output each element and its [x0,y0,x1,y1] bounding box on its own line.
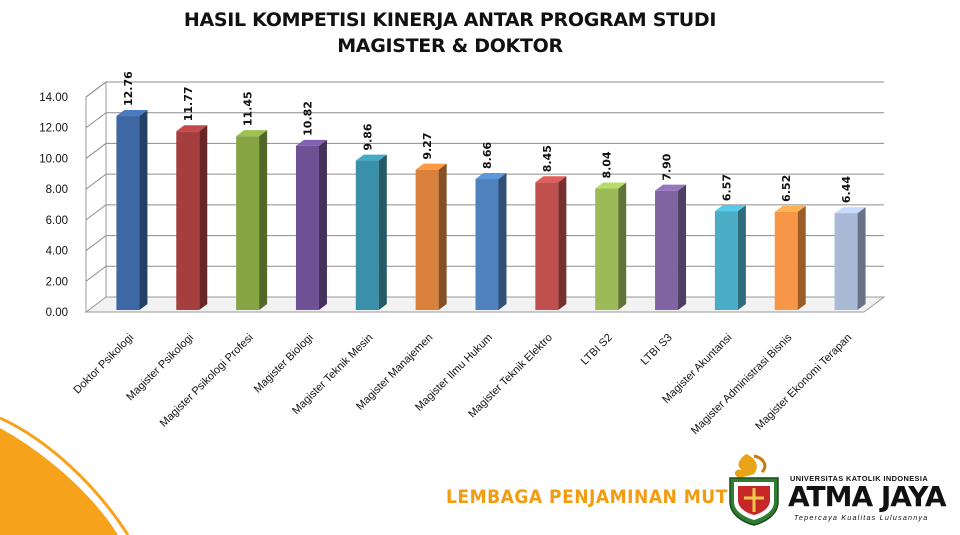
bar-top [355,154,387,161]
bar [415,163,447,310]
y-tick-label: 14.00 [39,92,68,104]
x-category-label: Magister Administrasi Bisnis [689,331,795,437]
data-label: 10.82 [301,101,314,136]
bar-front [655,190,679,310]
bar [535,176,567,310]
chart-side-wall [85,81,107,313]
bar [834,207,866,310]
bar-top [415,163,447,170]
bar-top [655,184,687,191]
bar-side [678,184,687,310]
bar-side [618,182,627,310]
bar-side [259,130,268,310]
university-small-caption: UNIVERSITAS KATOLIK INDONESIA [790,474,929,483]
y-tick-label: 0.00 [46,307,68,319]
bar [295,139,327,310]
bar-side [318,139,327,310]
bar-front [116,116,140,311]
x-category-label: Magister Biologi [252,332,316,396]
bar-side [498,173,507,310]
data-label: 6.44 [840,176,853,203]
bar-top [714,205,746,212]
bar-top [176,125,208,132]
data-label: 8.45 [541,145,554,172]
bar-front [834,213,858,310]
gridline [85,142,884,159]
y-tick-label: 4.00 [46,246,68,258]
bar-front [236,136,260,310]
y-tick-label: 6.00 [46,215,68,227]
bar-side [199,125,208,310]
bar [236,130,268,310]
data-label: 8.04 [601,151,614,178]
bar-front [355,160,379,310]
y-tick-label: 12.00 [39,123,68,135]
chart-title-line-2: MAGISTER & DOKTOR [337,35,563,57]
university-motto: Tepercaya Kualitas Lulusannya [794,513,929,522]
data-label: 9.86 [361,123,374,150]
bar-side [558,176,567,310]
x-category-label: Doktor Psikologi [71,332,136,397]
bar-side [797,205,806,310]
bar-front [774,211,798,310]
y-tick-label: 2.00 [46,276,68,288]
bar-top [236,130,268,137]
data-label: 6.57 [720,174,733,201]
gridline [85,81,884,98]
x-category-label: LTBI S3 [639,332,675,368]
bar-side [737,205,746,310]
data-label: 9.27 [421,132,434,159]
university-name: ATMA JAYA [788,480,947,513]
bar-top [295,139,327,146]
data-label: 11.45 [242,91,255,126]
bar-top [595,182,627,189]
bar [475,173,507,310]
footer-unit-name: LEMBAGA PENJAMINAN MUTU [446,486,743,508]
bar-side [438,163,447,310]
bar-front [176,131,200,310]
bar [714,205,746,310]
gridline [85,173,884,190]
bar-side [857,207,866,310]
university-logo: UNIVERSITAS KATOLIK INDONESIA ATMA JAYA … [724,452,947,527]
bar [355,154,387,310]
bar-top [774,205,806,212]
data-label: 7.90 [661,153,674,180]
bar-top [535,176,567,183]
bar [655,184,687,310]
bar-top [834,207,866,214]
bar-side [378,154,387,310]
bar [774,205,806,310]
bars [116,110,866,311]
decorative-swoosh-line-shape [0,416,130,535]
bar-front [475,179,499,310]
bar-front [535,182,559,310]
university-crest-icon [729,454,779,526]
y-axis-ticks: 0.00 2.00 4.00 6.00 8.00 10.00 12.00 14.00 [39,92,68,319]
y-tick-label: 10.00 [39,153,68,165]
bar-front [595,188,619,310]
data-label: 6.52 [780,175,793,202]
bar-front [714,211,738,310]
y-tick-label: 8.00 [46,184,68,196]
bar [176,125,208,310]
bar-side [139,110,148,311]
bar-front [415,169,439,310]
data-labels: 12.76 11.77 11.45 10.82 9.86 9.27 8.66 8.45 8.04… [122,71,853,203]
decorative-swoosh-shape [0,428,118,535]
x-category-label: Magister Ekonomi Terapan [753,332,854,433]
data-label: 8.66 [481,142,494,169]
x-category-label: LTBI S2 [579,332,615,368]
gridline [85,112,884,129]
bar-top [116,110,148,117]
bar-front [295,145,319,310]
bar [116,110,148,311]
bar [595,182,627,310]
data-label: 12.76 [122,71,135,106]
chart-title-line-1: HASIL KOMPETISI KINERJA ANTAR PROGRAM ST… [183,9,717,31]
data-label: 11.77 [182,86,195,121]
bar-top [475,173,507,180]
